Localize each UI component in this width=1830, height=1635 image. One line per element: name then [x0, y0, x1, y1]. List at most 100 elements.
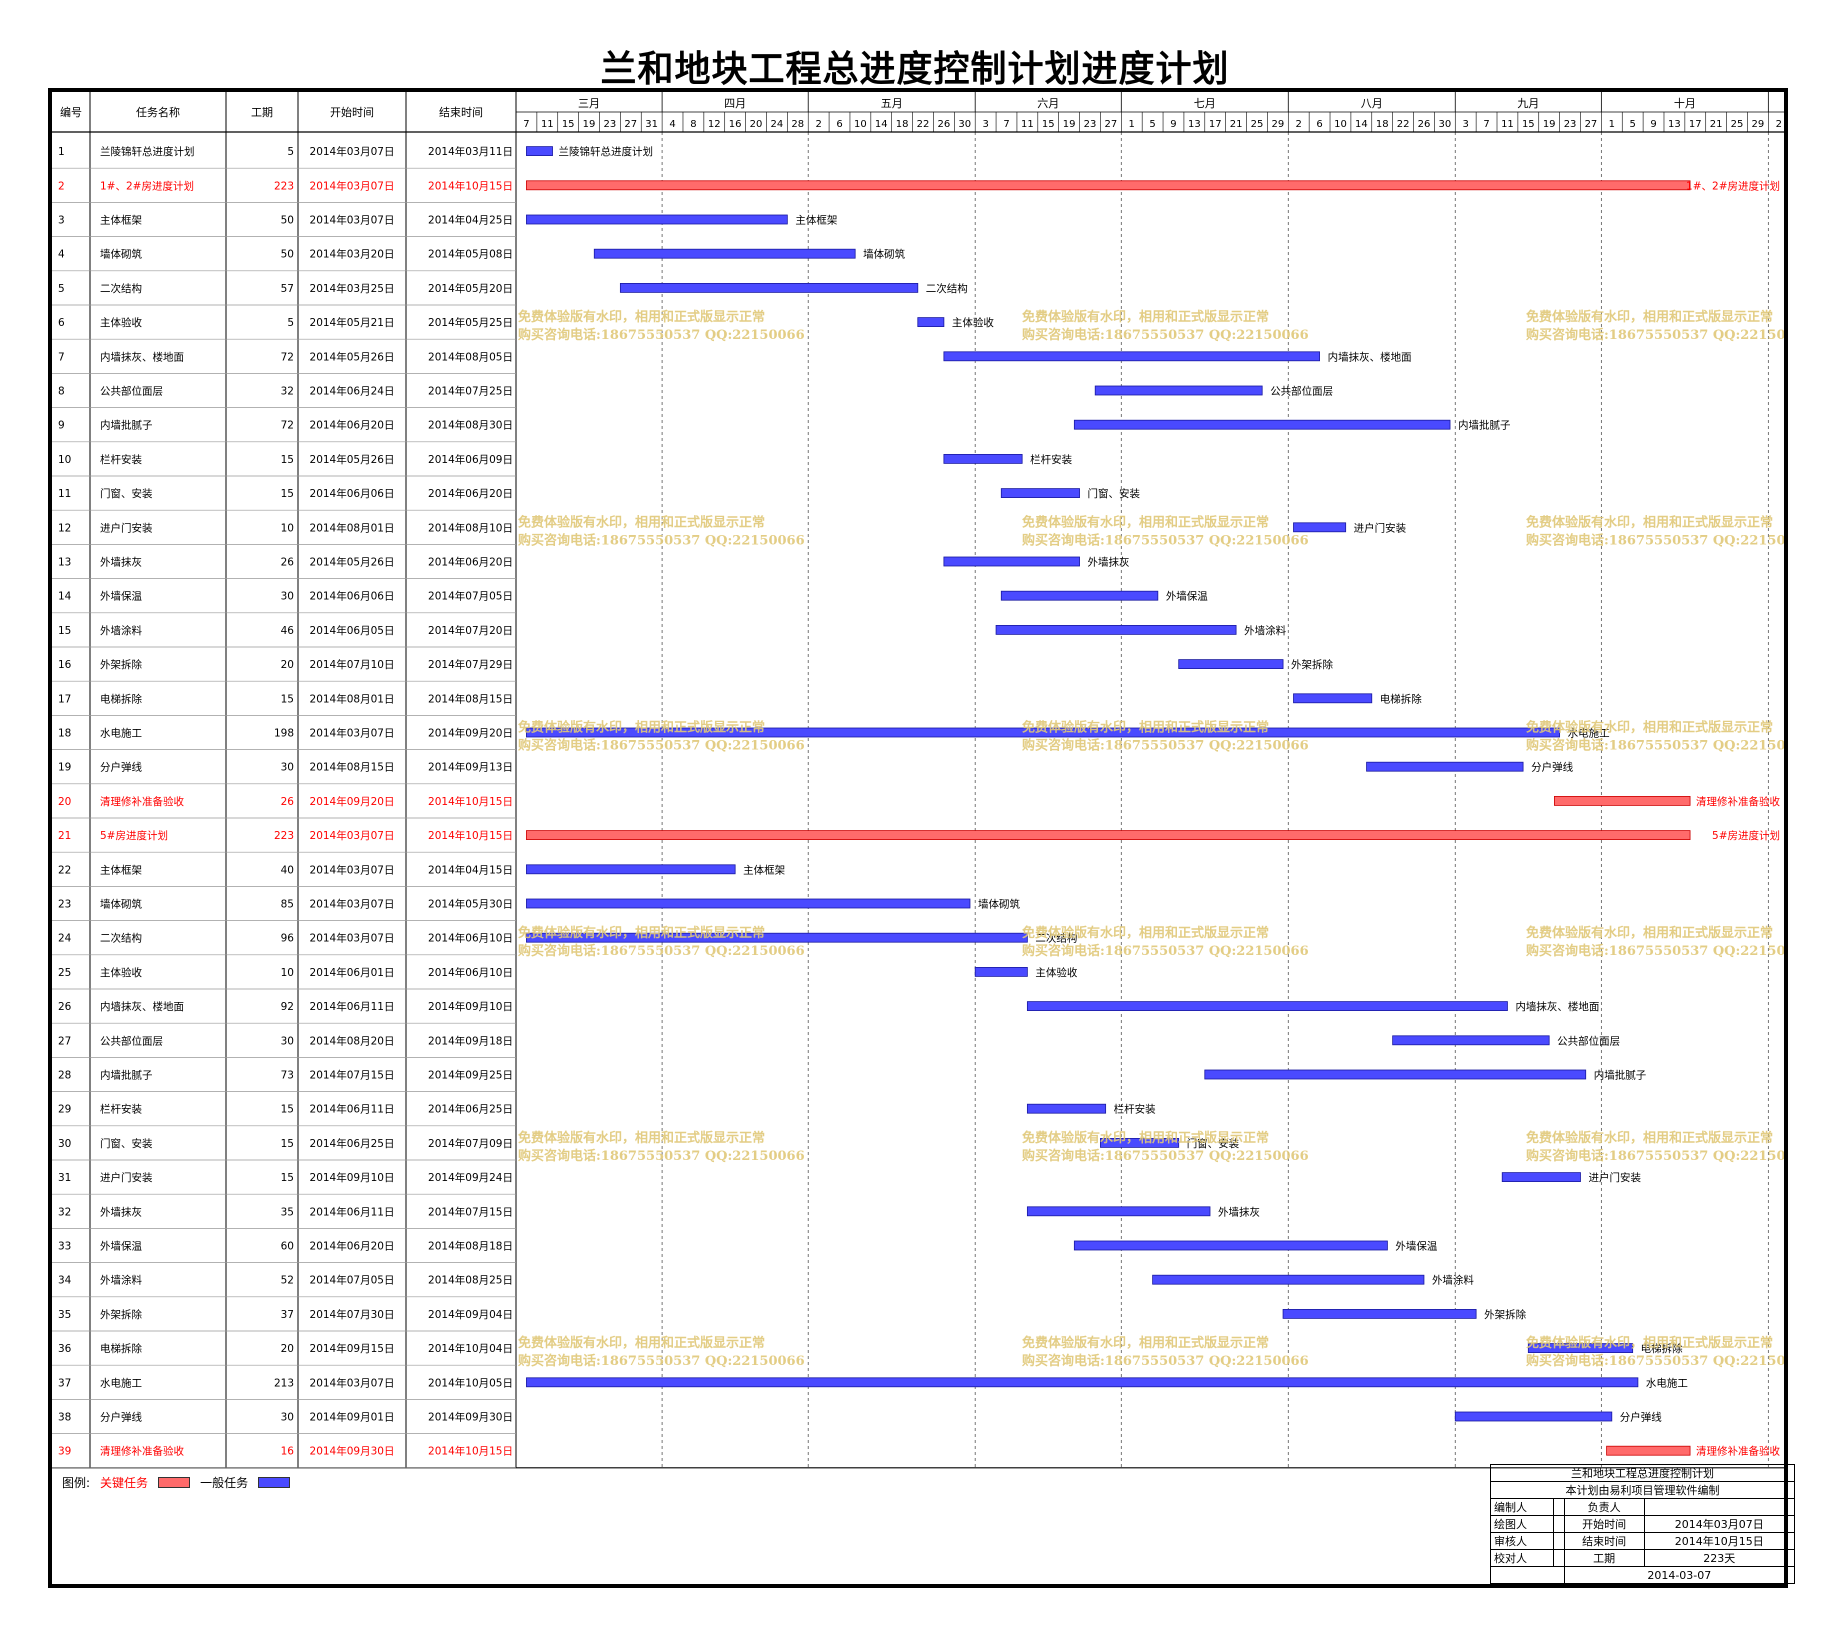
day-tick-label: 7: [523, 119, 529, 130]
task-id: 7: [58, 351, 65, 363]
task-bar: [1366, 761, 1524, 772]
day-tick-label: 2: [1296, 119, 1302, 130]
task-id: 36: [58, 1343, 72, 1355]
info-label: 绘图人: [1490, 1515, 1554, 1533]
task-duration: 85: [281, 899, 294, 911]
task-start: 2014年08月20日: [310, 1034, 395, 1047]
info-value: [1552, 1549, 1565, 1567]
task-end: 2014年05月20日: [428, 282, 513, 295]
task-id: 25: [58, 967, 71, 979]
day-tick-label: 27: [624, 119, 637, 130]
day-tick-label: 19: [583, 119, 596, 130]
task-name: 墙体砌筑: [100, 898, 142, 911]
task-end: 2014年06月20日: [428, 556, 513, 569]
task-start: 2014年03月07日: [310, 727, 395, 740]
task-end: 2014年05月25日: [428, 316, 513, 329]
task-start: 2014年07月05日: [310, 1274, 395, 1287]
legend: 图例: 关键任务 一般任务: [62, 1474, 291, 1491]
day-tick-label: 19: [1543, 119, 1556, 130]
task-id: 37: [58, 1377, 71, 1389]
task-end: 2014年09月13日: [428, 761, 513, 774]
watermark-text: 免费体验版有水印，相用和正式版显示正常: [518, 514, 765, 530]
task-bar-label: 墙体砌筑: [978, 898, 1020, 911]
day-tick-label: 31: [645, 119, 658, 130]
day-tick-label: 1: [1609, 119, 1615, 130]
task-name: 门窗、安装: [100, 1137, 153, 1150]
day-tick-label: 22: [917, 119, 930, 130]
task-bar-label: 外墙涂料: [1244, 624, 1286, 637]
info-label: 工期: [1563, 1549, 1645, 1567]
info-label: 结束时间: [1563, 1532, 1645, 1550]
task-start: 2014年06月24日: [310, 385, 395, 398]
info-label: 审核人: [1490, 1532, 1554, 1550]
task-bar: [526, 727, 1561, 738]
day-tick-label: 17: [1209, 119, 1222, 130]
task-id: 1: [58, 146, 65, 158]
task-name: 水电施工: [100, 1376, 142, 1389]
task-duration: 5: [287, 317, 294, 329]
task-bar-label: 电梯拆除: [1380, 692, 1422, 705]
day-tick-label: 18: [896, 119, 909, 130]
task-name: 清理修补准备验收: [100, 1445, 184, 1458]
day-tick-label: 19: [1063, 119, 1076, 130]
info-value: 2014年03月07日: [1643, 1515, 1796, 1533]
task-name: 内墙抹灰、楼地面: [100, 350, 184, 363]
task-bar: [1073, 419, 1451, 430]
task-end: 2014年09月18日: [428, 1034, 513, 1047]
watermark-text: 购买咨询电话:18675550537 QQ:22150066: [1526, 1353, 1784, 1369]
task-name: 二次结构: [100, 932, 142, 945]
task-duration: 60: [281, 1241, 294, 1253]
watermark-text: 购买咨询电话:18675550537 QQ:22150066: [518, 1148, 805, 1164]
watermark-text: 免费体验版有水印，相用和正式版显示正常: [1526, 309, 1773, 325]
task-id: 13: [58, 557, 71, 569]
day-tick-label: 9: [1650, 119, 1656, 130]
watermark-text: 购买咨询电话:18675550537 QQ:22150066: [1526, 1148, 1784, 1164]
info-empty: [1490, 1566, 1565, 1584]
task-bar-label: 二次结构: [926, 282, 968, 295]
day-tick-label: 21: [1230, 119, 1243, 130]
task-bar: [917, 317, 945, 328]
task-duration: 223: [274, 830, 294, 842]
day-tick-label: 11: [1501, 119, 1514, 130]
task-bar-label: 外架拆除: [1291, 658, 1333, 671]
day-tick-label: 13: [1668, 119, 1681, 130]
task-start: 2014年06月06日: [310, 590, 395, 603]
task-bar-label: 分户弹线: [1620, 1411, 1662, 1424]
legend-critical-swatch: [158, 1477, 191, 1488]
day-tick-label: 23: [1084, 119, 1097, 130]
task-id: 4: [58, 249, 65, 261]
task-duration: 10: [281, 967, 294, 979]
watermark-text: 免费体验版有水印，相用和正式版显示正常: [518, 720, 765, 736]
task-duration: 92: [281, 1001, 294, 1013]
task-end: 2014年08月25日: [428, 1274, 513, 1287]
task-bar: [526, 1377, 1639, 1388]
day-tick-label: 10: [854, 119, 867, 130]
day-tick-label: 2: [1776, 119, 1782, 130]
task-duration: 15: [281, 693, 294, 705]
task-bar-label: 水电施工: [1568, 727, 1610, 740]
task-duration: 15: [281, 454, 294, 466]
task-bar-label: 兰陵锦轩总进度计划: [559, 145, 654, 158]
task-name: 栏杆安装: [100, 1103, 142, 1116]
critical-task-bar: [526, 180, 1691, 191]
task-bar: [1026, 1103, 1107, 1114]
task-start: 2014年08月15日: [310, 761, 395, 774]
task-end: 2014年06月09日: [428, 453, 513, 466]
task-name: 外墙保温: [100, 590, 142, 603]
task-start: 2014年09月10日: [310, 1171, 395, 1184]
page-title: 兰和地块工程总进度控制计划进度计划: [600, 48, 1230, 90]
day-tick-label: 13: [1188, 119, 1201, 130]
task-id: 23: [58, 899, 71, 911]
task-duration: 26: [281, 796, 295, 808]
task-end: 2014年10月04日: [428, 1342, 513, 1355]
task-bar: [943, 351, 1320, 362]
watermark-text: 免费体验版有水印，相用和正式版显示正常: [1022, 514, 1269, 530]
info-title: 兰和地块工程总进度控制计划: [1490, 1464, 1795, 1482]
task-name: 清理修补准备验收: [100, 795, 184, 808]
task-name: 电梯拆除: [100, 1342, 142, 1355]
task-name: 门窗、安装: [100, 487, 153, 500]
task-end: 2014年06月10日: [428, 966, 513, 979]
task-duration: 72: [281, 420, 294, 432]
watermark-text: 免费体验版有水印，相用和正式版显示正常: [1022, 309, 1269, 325]
watermark-text: 购买咨询电话:18675550537 QQ:22150066: [1022, 1148, 1309, 1164]
